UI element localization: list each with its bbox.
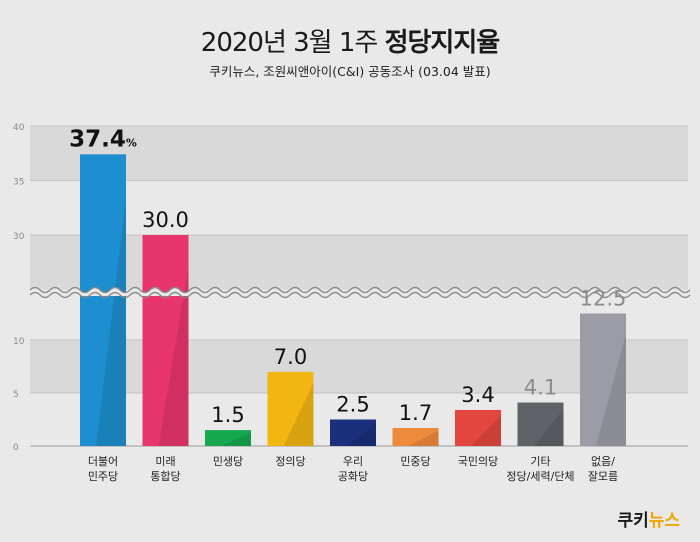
category-label: 우리 공화당 xyxy=(338,455,368,483)
chart-subtitle: 쿠키뉴스, 조원씨앤아이(C&I) 공동조사 (03.04 발표) xyxy=(209,64,491,79)
chart-title-main: 2020년 3월 1주 xyxy=(200,28,379,58)
bar-shade xyxy=(596,333,626,446)
bar xyxy=(267,371,314,446)
data-label: 37.4% xyxy=(69,126,137,152)
y-tick-label: 40 xyxy=(13,123,25,133)
bar xyxy=(455,409,501,446)
bar-shade xyxy=(533,409,564,446)
y-tick-label: 5 xyxy=(13,390,19,400)
category-label: 미래 통합당 xyxy=(150,455,180,483)
category-labels: 더불어 민주당 미래 통합당 민생당 정의당 우리 공화당 민중당 국민의당 기타 정당/세력/단체 없… xyxy=(88,455,618,483)
bar-shade xyxy=(346,423,376,446)
data-label: 1.5 xyxy=(211,403,244,427)
bar xyxy=(330,419,376,446)
category-label: 없음/잘모름 xyxy=(588,455,618,483)
break-gap xyxy=(30,287,690,296)
y-axis: 0 5 10 30 35 40 xyxy=(13,123,25,453)
data-label: 7.0 xyxy=(274,345,307,369)
category-label: 민생당 xyxy=(213,455,243,468)
data-label: 3.4 xyxy=(461,383,494,407)
bar-shade xyxy=(96,198,126,446)
bar xyxy=(80,154,126,446)
axis-break xyxy=(29,286,691,299)
category-label: 정의당 xyxy=(275,455,305,468)
grid-band xyxy=(30,235,688,290)
category-label: 기타 정당/세력/단체 xyxy=(506,455,574,483)
y-tick-label: 30 xyxy=(13,232,25,242)
bar-shade xyxy=(408,430,439,446)
chart-title-bold: 정당지지율 xyxy=(384,28,501,58)
value-labels: 37.4% 30.0 1.5 7.0 2.5 1.7 3.4 4.1 12.5 xyxy=(69,126,626,427)
bar xyxy=(142,235,189,446)
kuki-news-logo: 쿠키뉴스 xyxy=(617,511,680,531)
y-tick-label: 35 xyxy=(13,178,24,188)
bar-shade xyxy=(158,266,189,446)
break-line xyxy=(29,286,691,294)
chart-title: 2020년 3월 1주 정당지지율 xyxy=(0,22,700,59)
data-label: 2.5 xyxy=(336,393,369,417)
data-label: 1.7 xyxy=(399,401,432,425)
data-label: 4.1 xyxy=(524,376,557,400)
bar xyxy=(517,402,564,446)
data-label: 30.0 xyxy=(142,208,189,232)
bar-shade xyxy=(471,415,501,446)
category-label: 더불어 민주당 xyxy=(88,455,118,483)
bar-shade xyxy=(283,382,314,446)
y-tick-label: 10 xyxy=(13,337,25,347)
break-line xyxy=(29,291,691,299)
bars xyxy=(80,154,626,446)
bar-shade xyxy=(221,432,251,446)
grid-bands xyxy=(30,125,688,447)
data-label: 12.5 xyxy=(580,287,627,311)
bar xyxy=(205,430,251,446)
bar xyxy=(580,313,626,446)
category-label: 국민의당 xyxy=(458,455,498,468)
category-label: 민중당 xyxy=(400,455,430,468)
grid-band xyxy=(30,340,688,393)
y-tick-label: 0 xyxy=(13,443,19,453)
bar xyxy=(392,427,439,446)
grid-band xyxy=(30,126,688,180)
